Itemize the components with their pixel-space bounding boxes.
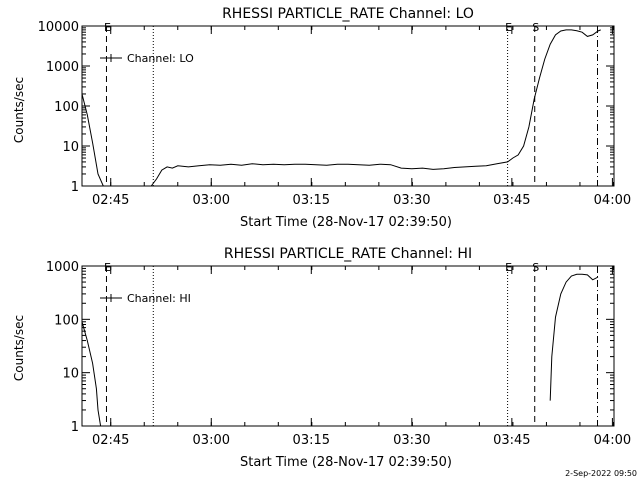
lo-x-tick-label: 02:45 — [92, 193, 129, 208]
hi-plot-frame — [81, 265, 615, 427]
hi-y-axis-label: Counts/sec — [12, 315, 26, 381]
hi-x-tick-label: 03:30 — [393, 433, 430, 448]
lo-y-ticks: 1 10 100 1000 10000 — [38, 20, 614, 195]
hi-y-tick-label: 100 — [54, 313, 79, 328]
lo-y-tick-label: 1 — [71, 180, 79, 195]
lo-y-tick-label: 100 — [54, 100, 79, 115]
hi-x-tick-label: 02:45 — [92, 433, 129, 448]
hi-x-tick-label: 03:15 — [293, 433, 330, 448]
hi-event-marker-label: E — [104, 261, 111, 274]
lo-x-tick-label: 04:00 — [594, 193, 631, 208]
lo-y-axis-label: Counts/sec — [12, 77, 26, 143]
lo-x-tick-label: 03:45 — [493, 193, 530, 208]
hi-series — [81, 273, 599, 427]
lo-x-axis-label: Start Time (28-Nov-17 02:39:50) — [240, 215, 452, 230]
hi-y-ticks: 1 10 100 1000 — [46, 260, 614, 435]
lo-legend-label: Channel: LO — [127, 52, 194, 65]
hi-legend-label: Channel: HI — [127, 292, 191, 305]
hi-series-line-0 — [81, 321, 102, 427]
lo-y-tick-label: 10000 — [38, 20, 79, 35]
hi-x-tick-label: 04:00 — [594, 433, 631, 448]
lo-x-tick-label: 03:30 — [393, 193, 430, 208]
lo-plot-frame — [81, 25, 615, 187]
lo-event-marker-label: E — [104, 21, 111, 34]
hi-chart-title: RHESSI PARTICLE_RATE Channel: HI — [224, 246, 472, 262]
lo-y-tick-label: 10 — [62, 140, 79, 155]
date-stamp: 2-Sep-2022 09:50 — [565, 469, 637, 478]
hi-x-axis-label: Start Time (28-Nov-17 02:39:50) — [240, 455, 452, 470]
lo-legend: Channel: LO — [100, 52, 194, 65]
hi-series-line-1 — [549, 273, 599, 401]
lo-x-tick-label: 03:15 — [293, 193, 330, 208]
hi-legend: Channel: HI — [100, 292, 191, 305]
hi-event-marker-label: E — [505, 261, 512, 274]
hi-x-tick-label: 03:45 — [493, 433, 530, 448]
lo-chart-title: RHESSI PARTICLE_RATE Channel: LO — [222, 6, 474, 22]
hi-event-marker-label: S — [532, 261, 539, 274]
hi-y-tick-label: 1000 — [46, 260, 79, 275]
lo-y-tick-label: 1000 — [46, 60, 79, 75]
lo-event-marker-label: E — [505, 21, 512, 34]
hi-y-tick-label: 10 — [62, 367, 79, 382]
lo-event-marker-label: S — [532, 21, 539, 34]
lo-x-tick-label: 03:00 — [193, 193, 230, 208]
lo-channel-chart: RHESSI PARTICLE_RATE Channel: LO Counts/… — [12, 6, 631, 230]
hi-y-tick-label: 1 — [71, 420, 79, 435]
hi-channel-chart: RHESSI PARTICLE_RATE Channel: HI Counts/… — [12, 246, 631, 470]
hi-x-tick-label: 03:00 — [193, 433, 230, 448]
